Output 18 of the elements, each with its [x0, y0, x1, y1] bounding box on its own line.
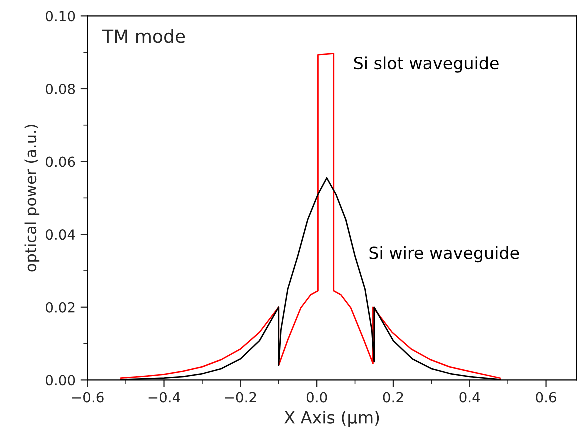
series-label: Si wire waveguide	[370, 246, 520, 263]
x-tick-label: 0.0	[306, 392, 328, 403]
series-label: Si slot waveguide	[354, 56, 499, 73]
x-tick-label: −0.4	[148, 392, 180, 403]
y-tick-label: 0.04	[46, 230, 76, 240]
x-tick-label: 0.2	[383, 392, 404, 403]
y-tick-label: 0.00	[46, 375, 76, 386]
y-tick-label: 0.06	[46, 156, 76, 168]
y-axis-title: optical power (a.u.)	[24, 125, 40, 272]
x-tick-label: 0.4	[460, 392, 480, 403]
y-tick-label: 0.10	[46, 11, 76, 22]
x-tick-label: 0.6	[536, 392, 556, 403]
x-tick-label: −0.2	[225, 392, 256, 403]
x-axis-title: X Axis (μm)	[284, 410, 380, 428]
y-tick-label: 0.02	[46, 302, 75, 313]
y-tick-label: 0.08	[46, 84, 76, 94]
annotation: TM mode	[102, 29, 186, 44]
x-tick-label: −0.6	[72, 392, 104, 403]
